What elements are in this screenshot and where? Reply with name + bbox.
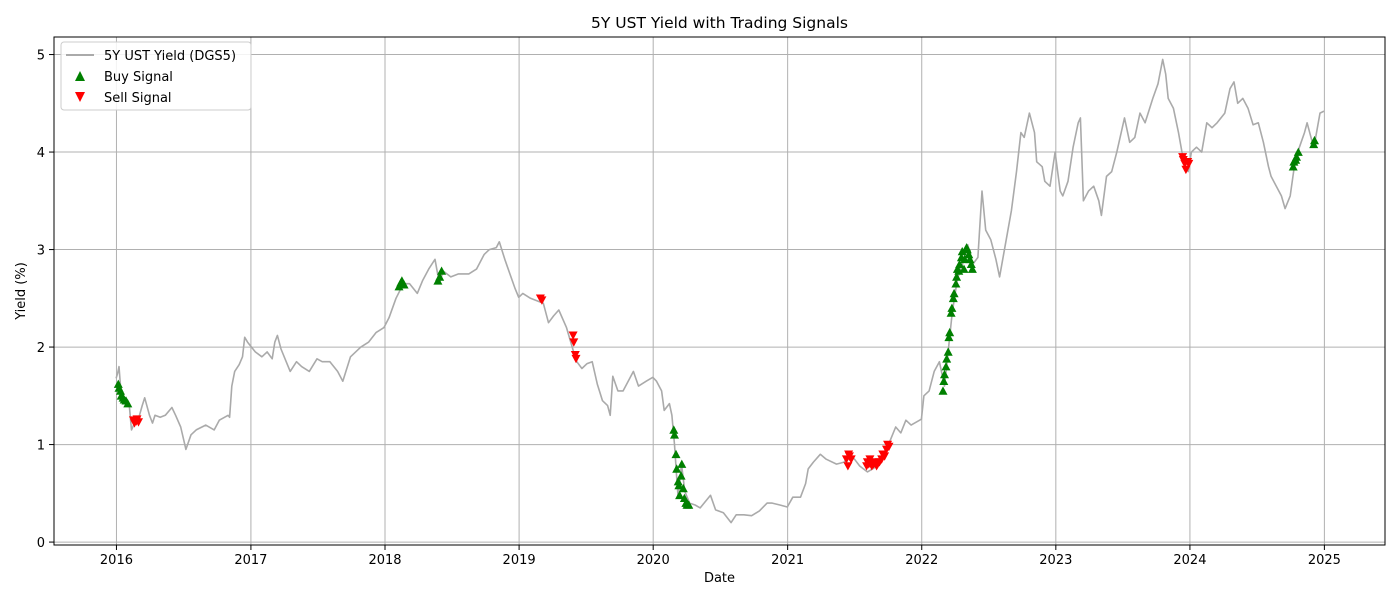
y-tick-label: 4 <box>37 146 45 161</box>
plot-frame <box>53 36 1386 546</box>
sell-signal-marker <box>134 418 143 427</box>
x-tick-label: 2025 <box>1308 553 1341 568</box>
buy-signal-marker <box>947 303 957 312</box>
buy-signal-marker <box>116 386 125 395</box>
buy-signal-marker <box>435 272 445 281</box>
buy-signal-marker <box>437 266 447 275</box>
legend-sell-swatch <box>75 92 85 102</box>
sell-signal-marker <box>568 331 578 340</box>
legend-label-buy: Buy Signal <box>104 70 173 85</box>
buy-signal-marker <box>940 369 949 379</box>
y-tick-label: 5 <box>37 49 45 64</box>
buy-signal-marker <box>946 308 956 317</box>
x-tick-label: 2018 <box>368 553 401 568</box>
buy-signal-marker <box>113 379 123 388</box>
buy-signal-marker <box>674 481 684 490</box>
buy-signal-marker <box>672 464 682 473</box>
buy-signal-marker <box>1292 152 1301 161</box>
buy-signal-marker <box>967 264 977 273</box>
legend-box <box>60 41 252 111</box>
y-tick-label: 0 <box>37 536 45 551</box>
buy-signal-marker <box>1293 147 1303 156</box>
buy-signal-marker <box>943 347 953 356</box>
buy-signal-marker <box>955 259 965 268</box>
sell-signal-marker <box>1184 159 1194 169</box>
sell-signal-marker <box>571 354 581 364</box>
x-tick-label: 2019 <box>503 553 536 568</box>
buy-signal-marker <box>938 386 948 395</box>
x-tick-label: 2022 <box>905 553 938 568</box>
buy-signal-marker <box>951 279 961 288</box>
buy-signal-marker <box>939 376 949 385</box>
buy-signal-marker <box>678 483 688 493</box>
buy-signal-marker <box>966 259 976 268</box>
buy-signal-marker <box>675 490 685 500</box>
buy-signal-marker <box>684 500 694 509</box>
ticks: 2016 2017 2018 2019 2020 2021 2022 2023 2024 2025… <box>37 49 1341 568</box>
buy-signal-marker <box>670 430 679 439</box>
legend-label-sell: Sell Signal <box>104 91 172 106</box>
y-tick-label: 1 <box>37 439 45 454</box>
y-tick-label: 3 <box>37 244 45 259</box>
buy-signal-marker <box>399 280 409 289</box>
grid <box>54 37 1385 545</box>
buy-signal-marker <box>123 399 133 408</box>
sell-signal-marker <box>843 462 853 471</box>
sell-signal-marker <box>884 442 894 451</box>
sell-signal-marker <box>865 455 875 464</box>
legend-buy-swatch <box>75 71 85 81</box>
series-layer <box>113 58 1325 524</box>
sell-signal-marker <box>880 452 890 461</box>
y-tick-label: 2 <box>37 341 45 356</box>
x-tick-label: 2017 <box>234 553 267 568</box>
y-axis-label: Yield (%) <box>14 262 29 321</box>
buy-signal-marker <box>677 459 687 468</box>
buy-signal-marker <box>679 493 689 502</box>
buy-signal-marker <box>952 272 962 281</box>
buy-signal-marker <box>959 264 969 273</box>
buy-signal-marker <box>965 254 975 264</box>
buy-signal-marker <box>673 477 683 486</box>
yield-line <box>115 58 1325 524</box>
buy-signal-marker <box>945 327 955 337</box>
x-axis-label: Date <box>704 571 735 586</box>
buy-signal-marker <box>948 293 958 303</box>
buy-signal-marker <box>944 332 954 342</box>
buy-signal-marker <box>669 425 679 434</box>
buy-signal-marker <box>676 471 686 480</box>
legend-label-yield: 5Y UST Yield (DGS5) <box>104 49 236 64</box>
sell-signal-marker <box>846 455 856 464</box>
buy-signal-marker <box>949 288 959 298</box>
x-tick-label: 2016 <box>100 553 133 568</box>
sell-signal-marker <box>569 338 579 347</box>
chart-title: 5Y UST Yield with Trading Signals <box>591 14 848 32</box>
sell-signal-marker <box>1181 165 1191 175</box>
x-tick-label: 2021 <box>771 553 804 568</box>
buy-signal-marker <box>964 249 974 259</box>
x-tick-label: 2020 <box>637 553 670 568</box>
buy-signal-marker <box>1310 135 1319 145</box>
buy-signal-marker <box>671 449 681 459</box>
buy-signal-marker <box>942 354 952 363</box>
buy-signal-marker <box>1288 162 1298 171</box>
buy-signal-marker <box>941 362 951 371</box>
legend: 5Y UST Yield (DGS5) Buy Signal Sell Sign… <box>60 41 252 111</box>
sell-signal-marker <box>537 296 547 305</box>
x-tick-label: 2023 <box>1039 553 1072 568</box>
x-tick-label: 2024 <box>1173 553 1206 568</box>
